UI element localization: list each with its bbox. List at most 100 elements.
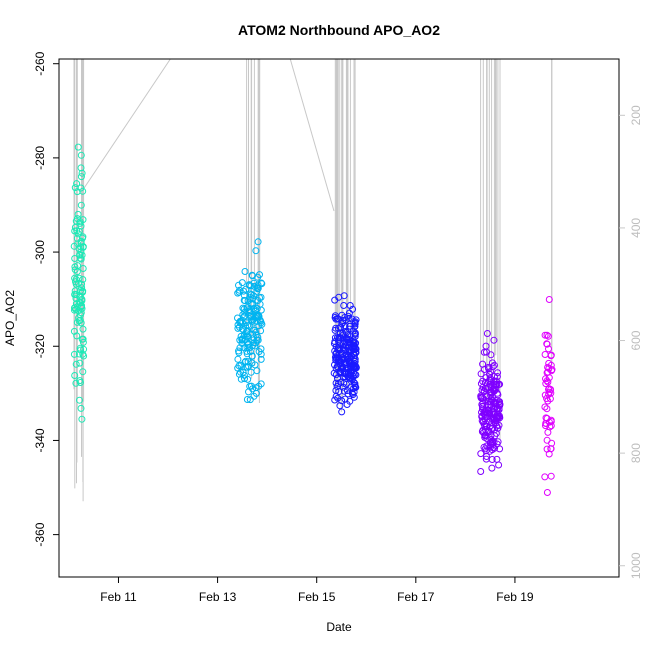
data-point-3-170: [491, 386, 499, 394]
data-point-0-109: [78, 302, 85, 310]
data-point-4-5: [544, 332, 552, 340]
data-point-1-144: [245, 306, 253, 314]
data-point-2-223: [342, 346, 349, 354]
data-point-0-74: [79, 243, 87, 251]
data-point-0-101: [74, 280, 82, 287]
data-point-3-73: [480, 348, 488, 356]
data-point-2-215: [348, 389, 356, 397]
data-point-3-30: [490, 336, 498, 344]
data-point-1-26: [257, 355, 265, 363]
data-point-3-130: [480, 366, 488, 373]
data-point-4-31: [543, 377, 551, 385]
data-point-0-48: [74, 210, 82, 218]
data-point-1-158: [244, 358, 252, 366]
y-tick-label-1: -340: [33, 428, 47, 452]
data-point-1-116: [242, 285, 250, 293]
data-point-2-192: [332, 379, 340, 387]
data-point-2-214: [346, 336, 354, 344]
data-point-0-98: [77, 184, 85, 192]
data-point-3-135: [486, 375, 494, 383]
data-point-4-43: [541, 403, 549, 411]
data-point-0-77: [77, 243, 85, 251]
data-point-1-126: [243, 327, 251, 335]
y-tick-label-3: -300: [33, 240, 47, 264]
data-point-2-102: [351, 355, 359, 363]
data-point-0-70: [79, 325, 87, 333]
data-point-4-23: [542, 375, 549, 383]
data-point-2-227: [332, 392, 340, 400]
data-point-0-51: [71, 255, 79, 262]
data-point-0-44: [79, 187, 87, 195]
data-point-3-74: [483, 330, 491, 337]
data-point-1-153: [234, 321, 242, 329]
data-point-1-135: [241, 375, 248, 383]
data-point-4-53: [545, 385, 552, 393]
data-point-0-24: [76, 359, 84, 367]
plot-frame: [58, 58, 620, 578]
data-point-3-4: [482, 342, 490, 350]
data-point-3-60: [496, 402, 504, 409]
data-point-0-97: [76, 251, 84, 259]
data-point-3-178: [482, 408, 490, 416]
data-point-4-54: [544, 428, 552, 436]
data-point-4-49: [545, 364, 553, 372]
data-point-2-221: [349, 364, 357, 372]
data-point-1-6: [236, 344, 244, 352]
y-tick-label-2: -320: [33, 334, 47, 358]
data-point-0-29: [79, 276, 87, 283]
data-point-0-100: [73, 332, 81, 340]
data-point-0-21: [71, 266, 79, 274]
data-point-0-64: [78, 280, 86, 288]
data-point-4-52: [543, 436, 551, 444]
data-point-3-182: [482, 455, 490, 463]
data-point-3-159: [490, 361, 498, 369]
data-point-4-50: [543, 395, 551, 402]
data-point-1-98: [252, 389, 260, 397]
data-point-0-71: [79, 335, 87, 343]
data-point-1-131: [246, 307, 254, 315]
data-point-2-116: [332, 371, 340, 379]
data-point-2-198: [333, 363, 341, 371]
data-point-1-141: [249, 272, 256, 280]
data-point-0-36: [71, 274, 79, 282]
data-point-0-95: [79, 338, 87, 346]
data-point-2-201: [339, 329, 347, 337]
y-tick-label-4: -280: [33, 146, 47, 170]
data-point-0-37: [78, 169, 86, 177]
data-point-3-176: [491, 432, 499, 440]
data-point-1-166: [240, 305, 248, 313]
data-point-1-96: [251, 361, 259, 369]
data-point-2-225: [338, 356, 346, 363]
data-point-3-166: [490, 385, 498, 393]
data-point-1-28: [241, 268, 249, 275]
data-point-0-63: [71, 306, 78, 314]
data-point-0-79: [71, 372, 79, 379]
data-point-0-83: [76, 377, 84, 385]
data-point-2-209: [338, 365, 346, 372]
data-point-4-38: [541, 351, 549, 358]
data-point-4-42: [544, 363, 552, 371]
data-point-1-111: [242, 319, 250, 327]
data-point-4-37: [547, 472, 555, 480]
data-point-2-219: [345, 364, 352, 372]
right-tick-label-4: 1000: [629, 552, 643, 579]
data-point-1-169: [244, 343, 252, 351]
data-point-3-150: [488, 376, 495, 384]
data-point-0-5: [77, 164, 85, 172]
data-point-2-175: [335, 293, 343, 301]
x-tick-label-2: Feb 15: [298, 590, 336, 604]
data-point-2-181: [349, 305, 357, 313]
data-point-4-51: [545, 390, 553, 398]
data-point-3-79: [494, 424, 502, 432]
data-point-1-157: [249, 330, 257, 338]
data-point-1-106: [246, 396, 254, 404]
data-point-2-186: [349, 327, 357, 335]
data-point-1-149: [236, 286, 243, 294]
data-point-0-1: [80, 345, 88, 353]
right-tick-label-2: 600: [629, 330, 643, 350]
right-tick-label-0: 200: [629, 105, 643, 125]
data-point-2-195: [336, 402, 344, 410]
data-point-1-113: [234, 355, 242, 363]
right-tick-label-1: 400: [629, 218, 643, 238]
